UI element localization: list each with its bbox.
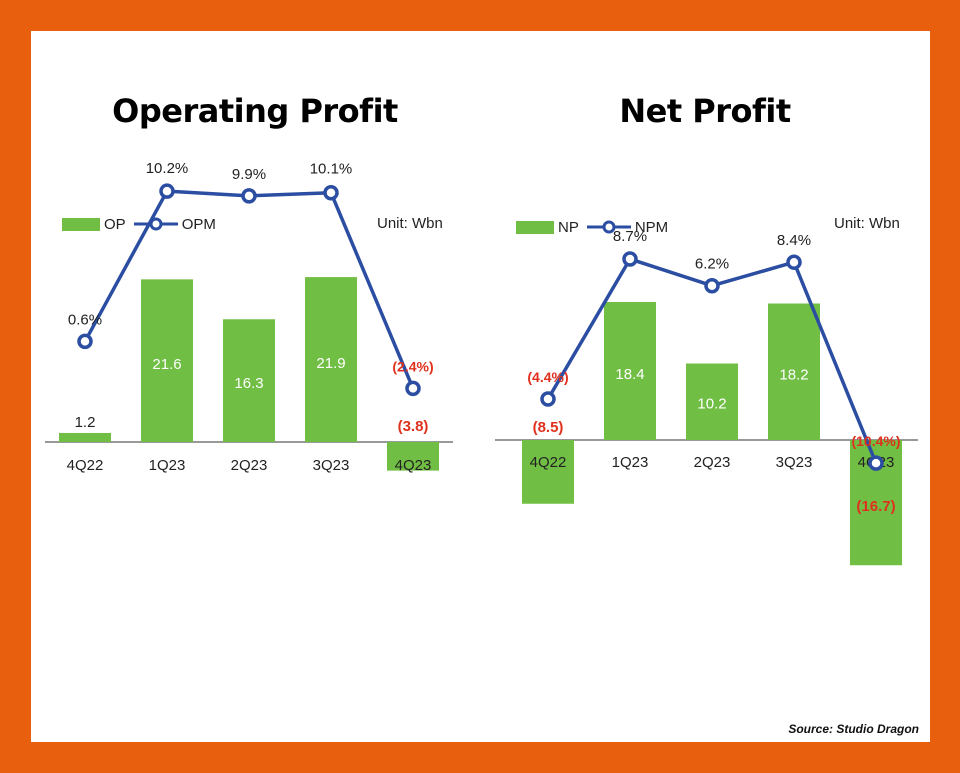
np-bar-1Q23: [604, 302, 656, 440]
np-margin-label-4Q23: (10.4%): [851, 433, 900, 449]
op-category-4Q23: 4Q23: [395, 457, 432, 474]
op-bar-2Q23: [223, 319, 275, 442]
op-bar-4Q22: [59, 432, 111, 442]
op-margin-label-4Q22: 0.6%: [68, 311, 102, 328]
np-margin-point-3Q23: [786, 254, 802, 270]
op-bar-3Q23: [305, 277, 357, 442]
op-margin-point-1Q23: [159, 183, 175, 199]
np-bar-label-4Q22: (8.5): [533, 419, 564, 436]
np-unit-label: Unit: Wbn: [834, 215, 900, 232]
op-margin-point-4Q23: [405, 380, 421, 397]
op-margin-label-4Q23: (2.4%): [392, 358, 433, 374]
np-margin-point-1Q23: [622, 251, 638, 267]
op-category-3Q23: 3Q23: [313, 457, 350, 474]
op-margin-point-2Q23: [241, 188, 257, 204]
np-bar-4Q22: [522, 440, 574, 504]
np-margin-label-3Q23: 8.4%: [777, 232, 811, 249]
np-category-4Q22: 4Q22: [530, 454, 567, 471]
np-category-3Q23: 3Q23: [776, 454, 813, 471]
np-bar-label-4Q23: (16.7): [856, 498, 895, 515]
op-bar-label-3Q23: 21.9: [316, 355, 345, 372]
op-bar-label-4Q22: 1.2: [75, 414, 96, 431]
op-chart-title: Operating Profit: [112, 92, 398, 130]
np-margin-point-4Q22: [540, 391, 556, 407]
np-bar-3Q23: [768, 303, 820, 440]
np-bar-2Q23: [686, 363, 738, 440]
op-bar-1Q23: [141, 279, 193, 442]
np-category-2Q23: 2Q23: [694, 454, 731, 471]
np-margin-point-4Q23: [868, 455, 884, 471]
op-bar-label-4Q23: (3.8): [398, 418, 429, 435]
np-bar-label-3Q23: 18.2: [779, 366, 808, 383]
source-note: Source: Studio Dragon: [788, 722, 919, 736]
op-category-2Q23: 2Q23: [231, 457, 268, 474]
np-legend: NP NPM: [516, 217, 668, 237]
op-category-4Q22: 4Q22: [67, 457, 104, 474]
op-category-1Q23: 1Q23: [149, 457, 186, 474]
np-margin-label-1Q23: 8.7%: [613, 228, 647, 245]
np-category-1Q23: 1Q23: [612, 454, 649, 471]
np-margin-label-4Q22: (4.4%): [527, 369, 568, 385]
op-margin-point-3Q23: [323, 184, 339, 201]
op-legend: OP OPM: [62, 214, 216, 234]
op-bar-label-1Q23: 21.6: [152, 356, 181, 373]
np-chart-title: Net Profit: [619, 92, 791, 130]
op-legend-swatch: [62, 217, 100, 231]
op-margin-label-1Q23: 10.2%: [146, 160, 189, 177]
np-legend-swatch: [516, 220, 554, 234]
np-legend-line-label: NPM: [634, 218, 669, 236]
op-legend-bar-label: OP: [104, 215, 126, 233]
op-legend-line-label: OPM: [181, 215, 216, 233]
np-bar-label-1Q23: 18.4: [615, 366, 644, 383]
op-margin-point-4Q22: [77, 333, 93, 350]
np-bar-label-2Q23: 10.2: [697, 395, 726, 412]
np-legend-bar-label: NP: [558, 218, 579, 236]
op-bar-label-2Q23: 16.3: [234, 375, 263, 392]
op-bar-4Q23: [387, 442, 439, 471]
np-margin-point-2Q23: [704, 277, 720, 294]
np-margin-label-2Q23: 6.2%: [695, 256, 729, 273]
op-margin-label-3Q23: 10.1%: [310, 161, 353, 178]
npm-legend-line-icon: [586, 220, 631, 234]
op-margin-label-2Q23: 9.9%: [232, 166, 266, 183]
op-unit-label: Unit: Wbn: [377, 215, 443, 232]
